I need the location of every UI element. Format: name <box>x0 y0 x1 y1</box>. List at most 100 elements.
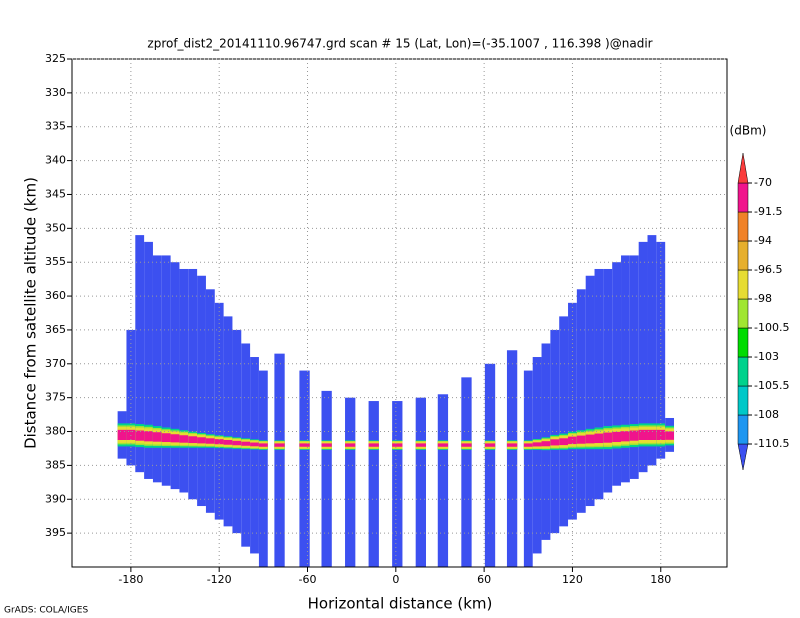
surface-echo <box>523 443 533 447</box>
colorbar-label: -70 <box>754 176 772 189</box>
surface-echo <box>621 431 630 442</box>
surface-echo <box>559 438 569 446</box>
y-tick-label: 375 <box>45 391 66 404</box>
swath-column <box>250 357 259 554</box>
x-axis-label: Horizontal distance (km) <box>308 595 493 613</box>
swath-column <box>559 316 569 527</box>
swath-column <box>170 262 180 490</box>
swath-column <box>638 241 648 473</box>
colorbar-label: -103 <box>754 350 779 363</box>
swath-column <box>126 329 136 466</box>
swath-column <box>621 255 630 483</box>
surface-echo <box>461 443 472 447</box>
surface-echo <box>568 436 577 445</box>
swath-column <box>550 329 560 534</box>
surface-echo <box>152 432 162 442</box>
swath-column <box>258 370 268 567</box>
swath-column <box>197 275 206 507</box>
plot-frame <box>71 58 728 568</box>
swath-column <box>612 262 622 486</box>
colorbar-swatch <box>737 240 749 271</box>
swath-column <box>368 401 379 567</box>
colorbar-swatch <box>737 152 749 184</box>
swath-column <box>205 289 215 513</box>
y-tick-label: 345 <box>45 187 66 200</box>
colorbar-swatch <box>737 443 749 471</box>
swath-column <box>656 241 666 459</box>
y-tick-label: 395 <box>45 526 66 539</box>
surface-echo <box>299 443 310 447</box>
y-tick-label: 355 <box>45 255 66 268</box>
y-tick-label: 370 <box>45 357 66 370</box>
surface-echo <box>232 440 242 446</box>
surface-echo <box>392 443 403 447</box>
colorbar-label: -91.5 <box>754 205 782 218</box>
swath-column <box>647 235 657 466</box>
colorbar-title: (dBm) <box>730 124 767 138</box>
swath-column <box>321 390 332 567</box>
swath-column <box>576 289 586 513</box>
surface-echo <box>135 430 145 441</box>
colorbar-swatch <box>737 269 749 300</box>
swath-column <box>179 268 189 493</box>
swath-column <box>274 353 285 567</box>
y-tick-label: 330 <box>45 86 66 99</box>
y-tick-label: 385 <box>45 458 66 471</box>
surface-echo <box>415 443 426 447</box>
swath-column <box>585 275 595 507</box>
colorbar-label: -94 <box>754 234 772 247</box>
y-tick-label: 360 <box>45 289 66 302</box>
surface-echo <box>205 438 215 444</box>
y-tick-label: 340 <box>45 154 66 167</box>
colorbar-label: -110.5 <box>754 437 789 450</box>
colorbar-swatch <box>737 182 749 213</box>
y-axis-label: Distance from satellite altitude (km) <box>22 177 40 449</box>
y-tick-label: 365 <box>45 323 66 336</box>
x-tick-label: 180 <box>650 573 671 586</box>
swath-column <box>144 241 153 479</box>
swath-column <box>594 268 604 500</box>
swath-column <box>461 377 472 567</box>
swath-column <box>532 357 542 554</box>
surface-echo <box>532 442 542 447</box>
swath-column <box>223 316 233 527</box>
x-tick-label: -180 <box>118 573 143 586</box>
y-tick-label: 390 <box>45 492 66 505</box>
colorbar-label: -100.5 <box>754 321 789 334</box>
swath-column <box>135 235 145 473</box>
colorbar-swatch <box>737 298 749 329</box>
colorbar-swatch <box>737 385 749 416</box>
surface-echo <box>603 432 613 443</box>
surface-echo <box>144 431 153 442</box>
surface-echo <box>274 443 285 447</box>
colorbar-label: -96.5 <box>754 263 782 276</box>
swath-column <box>523 370 533 567</box>
y-tick-label: 335 <box>45 120 66 133</box>
surface-echo <box>506 443 518 447</box>
x-tick-label: 60 <box>477 573 491 586</box>
surface-echo <box>258 443 268 447</box>
surface-echo <box>437 443 449 447</box>
colorbar-swatch <box>737 211 749 242</box>
surface-echo <box>126 429 136 440</box>
swath-column <box>392 401 403 567</box>
y-tick-label: 350 <box>45 221 66 234</box>
surface-echo <box>179 435 189 443</box>
swath-column <box>299 370 310 567</box>
surface-echo <box>223 440 233 445</box>
surface-echo <box>541 441 551 447</box>
surface-echo <box>629 430 639 441</box>
surface-echo <box>188 436 198 444</box>
colorbar-swatch <box>737 414 749 445</box>
y-tick-label: 380 <box>45 425 66 438</box>
x-tick-label: 120 <box>562 573 583 586</box>
swath-column <box>345 397 356 567</box>
colorbar-swatch <box>737 327 749 358</box>
surface-echo <box>594 433 604 444</box>
colorbar-swatch <box>737 356 749 387</box>
surface-echo <box>241 441 251 446</box>
surface-echo <box>484 443 496 447</box>
swath-column <box>629 255 639 479</box>
surface-echo <box>647 429 657 440</box>
